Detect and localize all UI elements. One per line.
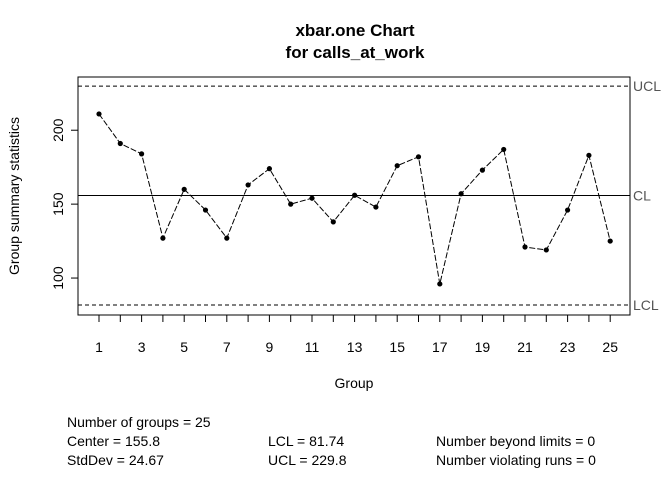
y-tick-label: 100 [50,266,66,290]
data-point [288,201,294,207]
x-tick-label: 3 [138,339,146,355]
stats-center: Center = 155.8 [67,433,161,449]
chart-subtitle: for calls_at_work [286,43,425,62]
data-point [394,163,400,169]
data-point [607,238,613,244]
data-point [543,247,549,253]
x-tick-label: 7 [223,339,231,355]
data-point [117,140,123,147]
data-point [309,195,315,201]
data-point [181,186,187,192]
x-tick-label: 25 [602,339,618,355]
x-tick-label: 19 [475,339,491,355]
x-tick-label: 21 [517,339,533,355]
x-tick-label: 9 [266,339,274,355]
x-tick-label: 5 [180,339,188,355]
data-point [479,167,485,173]
y-axis-label: Group summary statistics [6,117,22,275]
data-point [586,152,592,158]
chart-title: xbar.one Chart [295,21,414,40]
stats-ucl: UCL = 229.8 [268,452,347,468]
data-point [565,207,571,213]
stats-beyond-limits: Number beyond limits = 0 [436,433,596,449]
data-point [501,146,507,153]
data-point [352,192,358,198]
data-point [224,235,230,241]
lcl-label: LCL [633,297,659,313]
stats-stddev: StdDev = 24.67 [67,452,164,468]
y-tick-label: 150 [50,192,66,216]
x-tick-label: 17 [432,339,448,355]
x-tick-label: 11 [305,339,320,355]
data-point [373,204,379,210]
x-tick-label: 15 [389,339,405,355]
stats-lcl: LCL = 81.74 [268,433,345,449]
data-point [139,151,145,157]
x-tick-label: 23 [560,339,576,355]
data-point [202,207,209,213]
stats-groups: Number of groups = 25 [67,414,211,430]
x-tick-label: 1 [95,339,103,355]
data-point [415,154,422,160]
data-point [330,219,336,225]
cl-label: CL [633,188,651,204]
ucl-label: UCL [633,78,661,94]
stats-violating-runs: Number violating runs = 0 [436,452,596,468]
y-tick-label: 200 [50,118,66,142]
data-point [437,281,443,287]
series-line [98,113,611,285]
x-axis-label: Group [335,375,374,391]
data-point [266,166,272,172]
data-point [245,182,251,188]
data-point [96,111,102,117]
x-tick-label: 13 [347,339,363,355]
data-point [160,235,166,241]
data-point [458,191,464,197]
data-point [522,244,528,250]
